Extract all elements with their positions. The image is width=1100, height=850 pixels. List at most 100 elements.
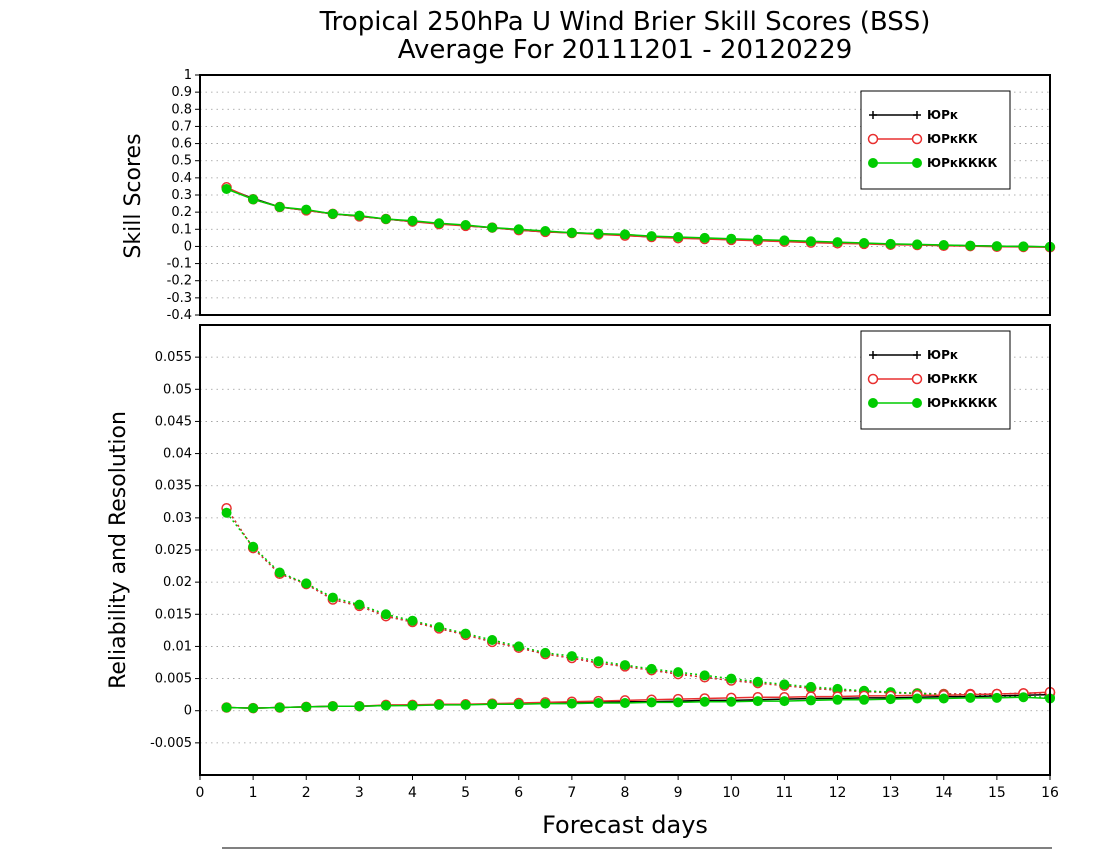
x-tick-label-10: 10 (722, 785, 740, 801)
filled-circle-marker-5-20 (752, 696, 763, 707)
y-tick-label-12: 0.8 (171, 102, 192, 117)
filled-circle-marker-2-27 (938, 240, 949, 251)
filled-circle-marker-2-3 (301, 578, 312, 589)
filled-circle-marker-2-7 (407, 615, 418, 626)
series-line-2 (225, 512, 1051, 698)
filled-circle-marker-2-5 (354, 599, 365, 610)
y-tick-label-7: 0.03 (163, 511, 192, 526)
filled-circle-marker-5-21 (779, 696, 790, 707)
y-tick-label-6: 0.025 (155, 543, 192, 558)
filled-circle-marker-2-1 (248, 541, 259, 552)
filled-circle-marker-2-21 (779, 235, 790, 246)
filled-circle-marker-2-8 (434, 218, 445, 229)
filled-circle-marker-5-2 (274, 702, 285, 713)
filled-circle-marker-2-4 (327, 592, 338, 603)
filled-circle-marker-2-19 (726, 673, 737, 684)
series-line-1 (225, 507, 1051, 695)
y-tick-label-6: 0.2 (171, 205, 192, 220)
filled-circle-marker-5-23 (832, 694, 843, 705)
plot-frame (199, 324, 1051, 776)
open-circle-marker-legend-b-1 (911, 133, 923, 145)
series-line-5 (226, 696, 1051, 709)
filled-circle-marker-5-4 (327, 701, 338, 712)
filled-circle-marker-5-25 (885, 694, 896, 705)
series-line-0 (226, 187, 1051, 248)
filled-circle-marker-2-10 (487, 635, 498, 645)
y-tick-label-11: 0.7 (171, 119, 192, 134)
filled-circle-marker-5-18 (699, 696, 710, 707)
top-panel: -0.4 -0.3 -0.2 -0.1 0 0.1 0.2 0.3 0.4 0.5 0.6 0.7 0.… (167, 68, 1056, 323)
legend-label-2: ЮРкКККК (927, 396, 997, 410)
y-tick-label-9: 0.04 (163, 447, 192, 462)
y-tick-label-1: -0.3 (167, 291, 192, 306)
x-tick-label-1: 1 (249, 785, 258, 801)
x-tick-label-15: 15 (988, 785, 1006, 801)
filled-circle-marker-2-16 (646, 231, 657, 242)
filled-circle-marker-2-20 (752, 676, 763, 687)
chart-title-line2: Average For 20111201 - 20120229 (398, 35, 853, 65)
y-tick-label-2: -0.2 (167, 274, 192, 289)
legend-box (860, 330, 1011, 430)
filled-circle-marker-5-13 (566, 698, 577, 709)
filled-circle-marker-legend-b-2 (912, 398, 922, 408)
y-tick-label-1: 0 (184, 704, 192, 719)
filled-circle-marker-2-23 (832, 237, 843, 248)
y-tick-label-9: 0.5 (171, 154, 192, 169)
filled-circle-marker-5-6 (380, 700, 391, 711)
y-tick-label-4: 0 (184, 239, 192, 254)
filled-circle-marker-2-2 (274, 202, 285, 212)
filled-circle-marker-2-19 (726, 233, 737, 244)
x-tick-label-8: 8 (621, 785, 630, 801)
filled-circle-marker-2-20 (752, 234, 763, 245)
filled-circle-marker-2-22 (805, 681, 816, 692)
y-tick-label-12: 0.055 (155, 350, 192, 365)
filled-circle-marker-2-22 (805, 236, 816, 247)
filled-circle-marker-5-26 (912, 693, 923, 704)
filled-circle-marker-2-14 (593, 656, 604, 667)
y-tick-label-3: 0.01 (163, 639, 192, 654)
y-tick-label-8: 0.035 (155, 479, 192, 494)
filled-circle-marker-2-15 (620, 229, 630, 240)
y-tick-label-5: 0.1 (171, 222, 192, 237)
filled-circle-marker-2-12 (540, 226, 551, 236)
filled-circle-marker-legend-a-2 (868, 398, 878, 408)
y-tick-label-7: 0.3 (171, 188, 192, 203)
y-tick-label-13: 0.9 (171, 85, 192, 100)
plot-frame (199, 74, 1051, 316)
filled-circle-marker-5-16 (646, 697, 657, 708)
y-tick-label-4: 0.015 (155, 607, 192, 622)
filled-circle-marker-2-17 (673, 232, 684, 242)
filled-circle-marker-5-11 (513, 699, 524, 710)
filled-circle-marker-5-0 (221, 702, 232, 713)
y-tick-label-3: -0.1 (167, 257, 192, 272)
y-tick-label-0: -0.4 (167, 308, 192, 323)
filled-circle-marker-2-24 (859, 238, 870, 248)
filled-circle-marker-2-9 (460, 628, 471, 639)
open-circle-marker-legend-a-1 (867, 133, 879, 145)
filled-circle-marker-2-30 (1018, 241, 1029, 252)
y-tick-label-14: 1 (184, 68, 192, 83)
x-axis-label: Forecast days (542, 811, 708, 839)
filled-circle-marker-2-16 (646, 663, 657, 674)
filled-circle-marker-5-1 (248, 703, 259, 714)
y-tick-label-2: 0.005 (155, 672, 192, 687)
x-tick-label-16: 16 (1041, 785, 1059, 801)
filled-circle-marker-2-1 (248, 194, 259, 205)
series-line-2 (226, 188, 1051, 248)
filled-circle-marker-2-10 (487, 222, 498, 233)
filled-circle-marker-2-6 (380, 214, 391, 224)
x-tick-label-2: 2 (302, 785, 311, 801)
y-tick-label-5: 0.02 (163, 575, 192, 590)
filled-circle-marker-2-7 (407, 215, 418, 226)
legend-box (860, 90, 1011, 190)
open-circle-marker-legend-b-1 (911, 373, 923, 385)
x-tick-label-11: 11 (775, 785, 793, 801)
legend-label-0: ЮРк (927, 348, 958, 362)
filled-circle-marker-5-28 (965, 692, 976, 703)
filled-circle-marker-5-14 (593, 698, 604, 708)
series-line-0 (225, 507, 1051, 695)
filled-circle-marker-2-3 (301, 204, 312, 215)
filled-circle-marker-2-9 (460, 220, 471, 230)
filled-circle-marker-5-5 (354, 701, 365, 712)
